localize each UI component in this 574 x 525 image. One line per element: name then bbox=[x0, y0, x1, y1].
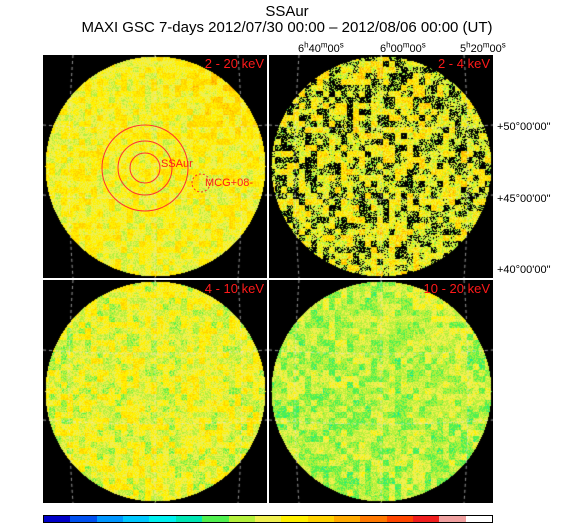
color-scale-step bbox=[202, 516, 229, 522]
band-label: 2 - 4 keV bbox=[437, 56, 490, 71]
color-scale-bar bbox=[43, 515, 493, 523]
color-scale-step bbox=[149, 516, 176, 522]
color-scale-step bbox=[175, 516, 203, 522]
band-label: 4 - 10 keV bbox=[204, 281, 264, 296]
sky-map bbox=[269, 280, 493, 503]
band-label: 10 - 20 keV bbox=[423, 281, 491, 296]
color-scale-step bbox=[44, 516, 71, 522]
color-scale-step bbox=[439, 516, 466, 522]
color-scale-step bbox=[281, 516, 308, 522]
inner-region-circle bbox=[129, 152, 161, 184]
dec-label-2: +45°00'00" bbox=[497, 193, 551, 205]
image-panel-2-4kev: 2 - 4 keV bbox=[269, 55, 493, 278]
sky-map bbox=[43, 280, 267, 503]
chart-subtitle: MAXI GSC 7-days 2012/07/30 00:00 – 2012/… bbox=[81, 19, 493, 36]
color-scale-step bbox=[254, 516, 282, 522]
color-scale-step bbox=[123, 516, 150, 522]
color-scale-step bbox=[360, 516, 387, 522]
dec-label-1: +50°00'00" bbox=[497, 121, 551, 133]
chart-title: SSAur bbox=[265, 3, 309, 20]
panel-overlay bbox=[43, 280, 267, 503]
panel-overlay bbox=[269, 280, 493, 503]
ra-label-1: 6h40m00s bbox=[298, 40, 344, 55]
color-scale-step bbox=[386, 516, 414, 522]
image-panel-4-10kev: 4 - 10 keV bbox=[43, 280, 267, 503]
color-scale-step bbox=[307, 516, 334, 522]
panel-overlay bbox=[269, 55, 493, 278]
color-scale-step bbox=[413, 516, 440, 522]
nearby-source-label: MCG+08- bbox=[205, 177, 253, 189]
image-panel-2-20kev: 2 - 20 keV SSAur MCG+08- bbox=[43, 55, 267, 278]
nearby-source-circle bbox=[191, 173, 211, 193]
background-region-circle bbox=[101, 124, 189, 212]
source-region-circle bbox=[117, 140, 173, 196]
color-scale-step bbox=[465, 516, 493, 522]
sky-map bbox=[269, 55, 493, 278]
color-scale-step bbox=[70, 516, 97, 522]
image-panel-10-20kev: 10 - 20 keV bbox=[269, 280, 493, 503]
dec-label-3: +40°00'00" bbox=[497, 264, 551, 276]
color-scale-step bbox=[96, 516, 124, 522]
panel-overlay bbox=[101, 124, 211, 212]
target-source-label: SSAur bbox=[161, 158, 193, 170]
ra-label-3: 5h20m00s bbox=[460, 40, 506, 55]
color-scale-step bbox=[228, 516, 255, 522]
color-scale-step bbox=[333, 516, 361, 522]
sky-map bbox=[43, 55, 267, 278]
band-label: 2 - 20 keV bbox=[204, 56, 264, 71]
ra-label-2: 6h00m00s bbox=[380, 40, 426, 55]
